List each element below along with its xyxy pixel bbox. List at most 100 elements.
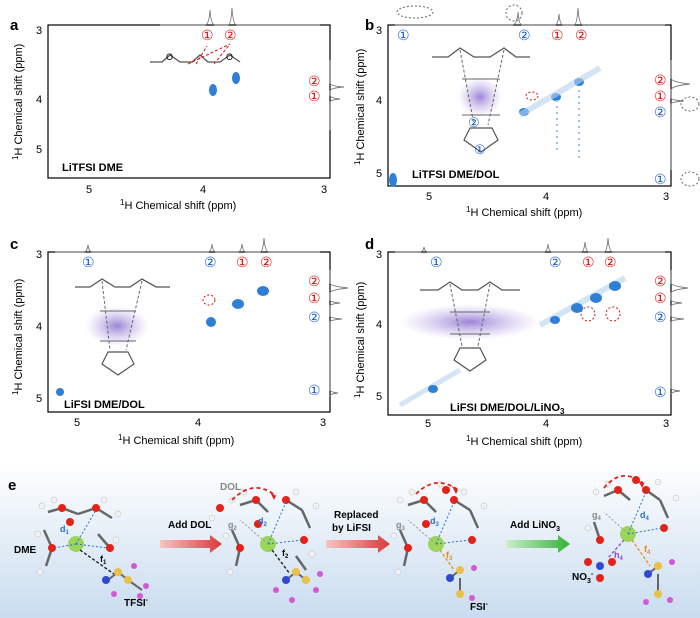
y-tick: 4: [36, 321, 42, 333]
top-spectrum: [395, 237, 665, 253]
exchange-arrow: [603, 475, 645, 489]
peak-label: ①: [654, 171, 667, 187]
nmr-correlation: [449, 283, 463, 347]
exchange-arrow: [270, 492, 276, 500]
interaction-glow: [85, 306, 149, 346]
distance-label: d1: [60, 524, 70, 536]
side-spectrum: [670, 60, 691, 170]
peak-label: ①: [654, 88, 667, 104]
dme-skeleton: [75, 278, 170, 288]
distance-label: d2: [258, 516, 268, 528]
panel-c: c ① ② ① ② ② ① ② ① LiFSI DME/DOL 3 4 5 5 …: [10, 236, 349, 447]
exchange-arrow: [638, 480, 644, 488]
peak-label: ②: [654, 104, 667, 120]
x-axis-label: 1H Chemical shift (ppm): [120, 198, 236, 212]
peak-label: ②: [204, 254, 217, 270]
cross-peak: [571, 303, 583, 313]
distance-label: f4: [644, 544, 651, 556]
dol-ring: [463, 127, 499, 153]
y-tick: 4: [36, 94, 42, 106]
x-tick: 4: [200, 184, 206, 196]
peak-label: ①: [308, 382, 321, 398]
distance-label: f2: [282, 548, 289, 560]
y-tick: 5: [376, 168, 382, 180]
distance-label: h4: [614, 550, 624, 562]
dme-skeleton: [420, 281, 520, 291]
sample-label: LiFSI DME/DOL: [64, 399, 145, 411]
x-axis-label: 1H Chemical shift (ppm): [466, 434, 582, 448]
highlight-circle: [605, 306, 621, 322]
assign-line: [187, 43, 231, 65]
x-tick: 3: [320, 417, 326, 429]
solvation-cluster-3: d3 g3 f3 FSI-: [390, 480, 489, 613]
panel-a: a O O ① ② ② ① LiTFSI DME 3 4 5 5 4 3 1H …: [10, 7, 345, 212]
distance-label: d4: [640, 510, 650, 522]
dme-skeleton: [150, 54, 241, 63]
distance-label: f1: [100, 554, 107, 566]
peak-label: ②: [575, 27, 588, 43]
cross-peak: [206, 317, 216, 327]
cross-peak: [550, 316, 560, 324]
top-spectrum: [160, 7, 320, 26]
cross-peak: [428, 385, 438, 393]
oxygen-atom: O: [226, 52, 233, 62]
dme-label: DME: [14, 545, 37, 556]
peak-label: ①: [551, 27, 564, 43]
peak-label: ①: [236, 254, 249, 270]
peak-label: ②: [654, 309, 667, 325]
nmr-correlation: [487, 49, 505, 126]
plot-frame: [387, 24, 672, 187]
cross-peak: [232, 299, 244, 309]
y-tick: 5: [36, 393, 42, 405]
cross-peak: [590, 293, 602, 303]
x-tick: 5: [425, 418, 431, 430]
step-label: by LiFSI: [332, 523, 371, 534]
assign-line: [195, 45, 208, 65]
x-tick: 3: [663, 191, 669, 203]
side-spectrum: [670, 270, 689, 395]
peak-label: ②: [654, 72, 667, 88]
peak-label: ①: [308, 88, 321, 104]
top-spectrum: [395, 7, 665, 26]
interaction-glow: [400, 304, 540, 340]
distance-label: g3: [396, 520, 406, 532]
peak-label: ②: [654, 273, 667, 289]
panel-b: b ① ② ① ② ② ① ② ① ② ① LiTFSI DME/DOL: [353, 4, 700, 219]
peak-label: ②: [224, 27, 237, 43]
nmr-correlation: [459, 49, 475, 126]
solvation-cluster-2: DOL d2 g2 f2: [208, 482, 323, 603]
x-axis-label: 1H Chemical shift (ppm): [466, 205, 582, 219]
peak-label: ②: [260, 254, 273, 270]
peak-label: ②: [518, 27, 531, 43]
x-tick: 4: [195, 417, 201, 429]
x-tick: 5: [86, 184, 92, 196]
peak-label: ②: [604, 254, 617, 270]
peak-label: ①: [582, 254, 595, 270]
y-tick: 3: [376, 25, 382, 37]
y-tick: 4: [376, 95, 382, 107]
peak-label: ②: [308, 73, 321, 89]
step-arrow: [506, 535, 570, 553]
y-tick: 4: [376, 319, 382, 331]
peak-label: ①: [308, 290, 321, 306]
interaction-glow: [458, 77, 502, 117]
panel-letter: e: [8, 477, 16, 494]
peak-label: ①: [201, 27, 214, 43]
peak-label: ①: [430, 254, 443, 270]
distance-label: g2: [228, 520, 238, 532]
cross-peak: [257, 286, 269, 296]
sample-label: LiTFSI DME: [62, 162, 123, 174]
solvation-cluster-1: DME TFSI- d1 f1: [14, 496, 149, 609]
peak-label: ①: [654, 384, 667, 400]
peak-label: ②: [468, 115, 480, 130]
anion-label: TFSI-: [124, 597, 149, 609]
highlight-circle: [505, 4, 523, 22]
y-axis-label: 1H Chemical shift (ppm): [353, 49, 367, 165]
x-tick: 4: [543, 418, 549, 430]
anion-label: NO3-: [572, 571, 594, 585]
x-tick: 4: [543, 191, 549, 203]
x-tick: 3: [663, 418, 669, 430]
panel-letter: c: [10, 236, 18, 253]
dol-ring: [453, 347, 487, 372]
